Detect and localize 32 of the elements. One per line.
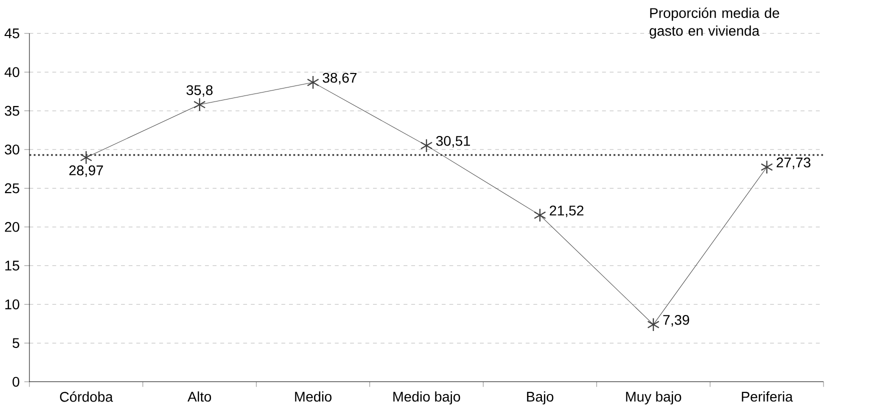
data-label: 21,52 (550, 206, 584, 218)
point (80, 150, 92, 164)
point (760, 160, 773, 174)
point (306, 75, 320, 90)
x-tick-label: Alto (188, 391, 212, 402)
chart-title: Proporción media de gasto en vivienda (650, 8, 780, 39)
y-tick-label: 15 (5, 260, 20, 271)
x-tick-label: Medio bajo (393, 391, 460, 404)
y-tick-label: 30 (4, 144, 20, 154)
x-tick-label: Bajo (527, 391, 554, 404)
data-label: 35,8 (186, 85, 213, 97)
data-label: 27,73 (776, 158, 810, 170)
point (534, 208, 546, 222)
point (420, 138, 433, 153)
y-tick-label: 40 (4, 67, 20, 78)
y-tick-label: 35 (4, 106, 20, 116)
x-tick-label: Córdoba (60, 391, 113, 402)
data-label: 7,39 (663, 314, 690, 327)
point (647, 318, 660, 332)
y-tick-label: 0 (12, 376, 20, 387)
y-tick-label: 5 (12, 338, 20, 348)
y-tick-label: 25 (4, 183, 20, 194)
x-tick-label: Muy bajo (626, 391, 682, 404)
y-tick-label: 10 (5, 299, 20, 310)
data-label: 28,97 (69, 165, 103, 177)
data-label: 38,67 (322, 72, 357, 84)
x-tick-label: Periferia (742, 391, 793, 402)
x-tick-label: Medio (295, 391, 332, 402)
data-label: 30,51 (436, 136, 470, 148)
y-tick-label: 20 (4, 222, 20, 232)
point (193, 98, 206, 112)
y-tick-label: 45 (4, 28, 20, 38)
